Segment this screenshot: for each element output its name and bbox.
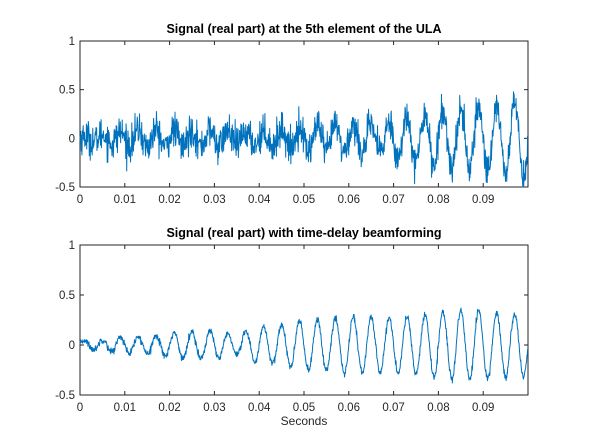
y-tick-label: 0.5 bbox=[59, 85, 75, 97]
chart-title: Signal (real part) at the 5th element of… bbox=[166, 22, 441, 36]
x-tick-label: 0.08 bbox=[427, 402, 449, 414]
x-tick-label: 0.02 bbox=[158, 194, 180, 206]
y-tick-label: 1 bbox=[69, 36, 75, 48]
x-axis-label: Seconds bbox=[281, 414, 328, 428]
x-tick-label: 0.08 bbox=[427, 194, 449, 206]
x-tick-label: 0.03 bbox=[203, 402, 225, 414]
y-tick-label: 0.5 bbox=[59, 290, 75, 302]
chart-title: Signal (real part) with time-delay beamf… bbox=[166, 226, 441, 240]
axes-box bbox=[79, 40, 529, 188]
x-tick-label: 0.09 bbox=[472, 194, 494, 206]
subplot-2: Signal (real part) with time-delay beamf… bbox=[55, 226, 529, 428]
y-tick-label: 0 bbox=[69, 340, 75, 352]
signal-series-line bbox=[79, 91, 529, 188]
y-tick-label: -0.5 bbox=[55, 390, 75, 402]
x-tick-label: 0.02 bbox=[158, 402, 180, 414]
x-tick-label: 0.05 bbox=[293, 194, 315, 206]
x-tick-label: 0.07 bbox=[382, 194, 404, 206]
x-tick-label: 0.04 bbox=[248, 194, 271, 206]
y-tick-label: -0.5 bbox=[55, 182, 75, 194]
x-tick-label: 0.01 bbox=[114, 194, 136, 206]
y-tick-label: 1 bbox=[69, 240, 75, 252]
y-tick-label: 0 bbox=[69, 133, 75, 145]
x-tick-label: 0 bbox=[77, 194, 83, 206]
axes-box bbox=[79, 244, 529, 396]
x-tick-label: 0.03 bbox=[203, 194, 225, 206]
subplot-1: Signal (real part) at the 5th element of… bbox=[55, 22, 529, 206]
x-tick-label: 0.06 bbox=[338, 402, 360, 414]
signal-series-line bbox=[79, 307, 529, 384]
x-tick-label: 0.07 bbox=[382, 402, 404, 414]
x-tick-label: 0.09 bbox=[472, 402, 494, 414]
x-tick-label: 0 bbox=[77, 402, 83, 414]
x-tick-label: 0.04 bbox=[248, 402, 271, 414]
x-tick-label: 0.05 bbox=[293, 402, 315, 414]
x-tick-label: 0.06 bbox=[338, 194, 360, 206]
x-tick-label: 0.01 bbox=[114, 402, 136, 414]
